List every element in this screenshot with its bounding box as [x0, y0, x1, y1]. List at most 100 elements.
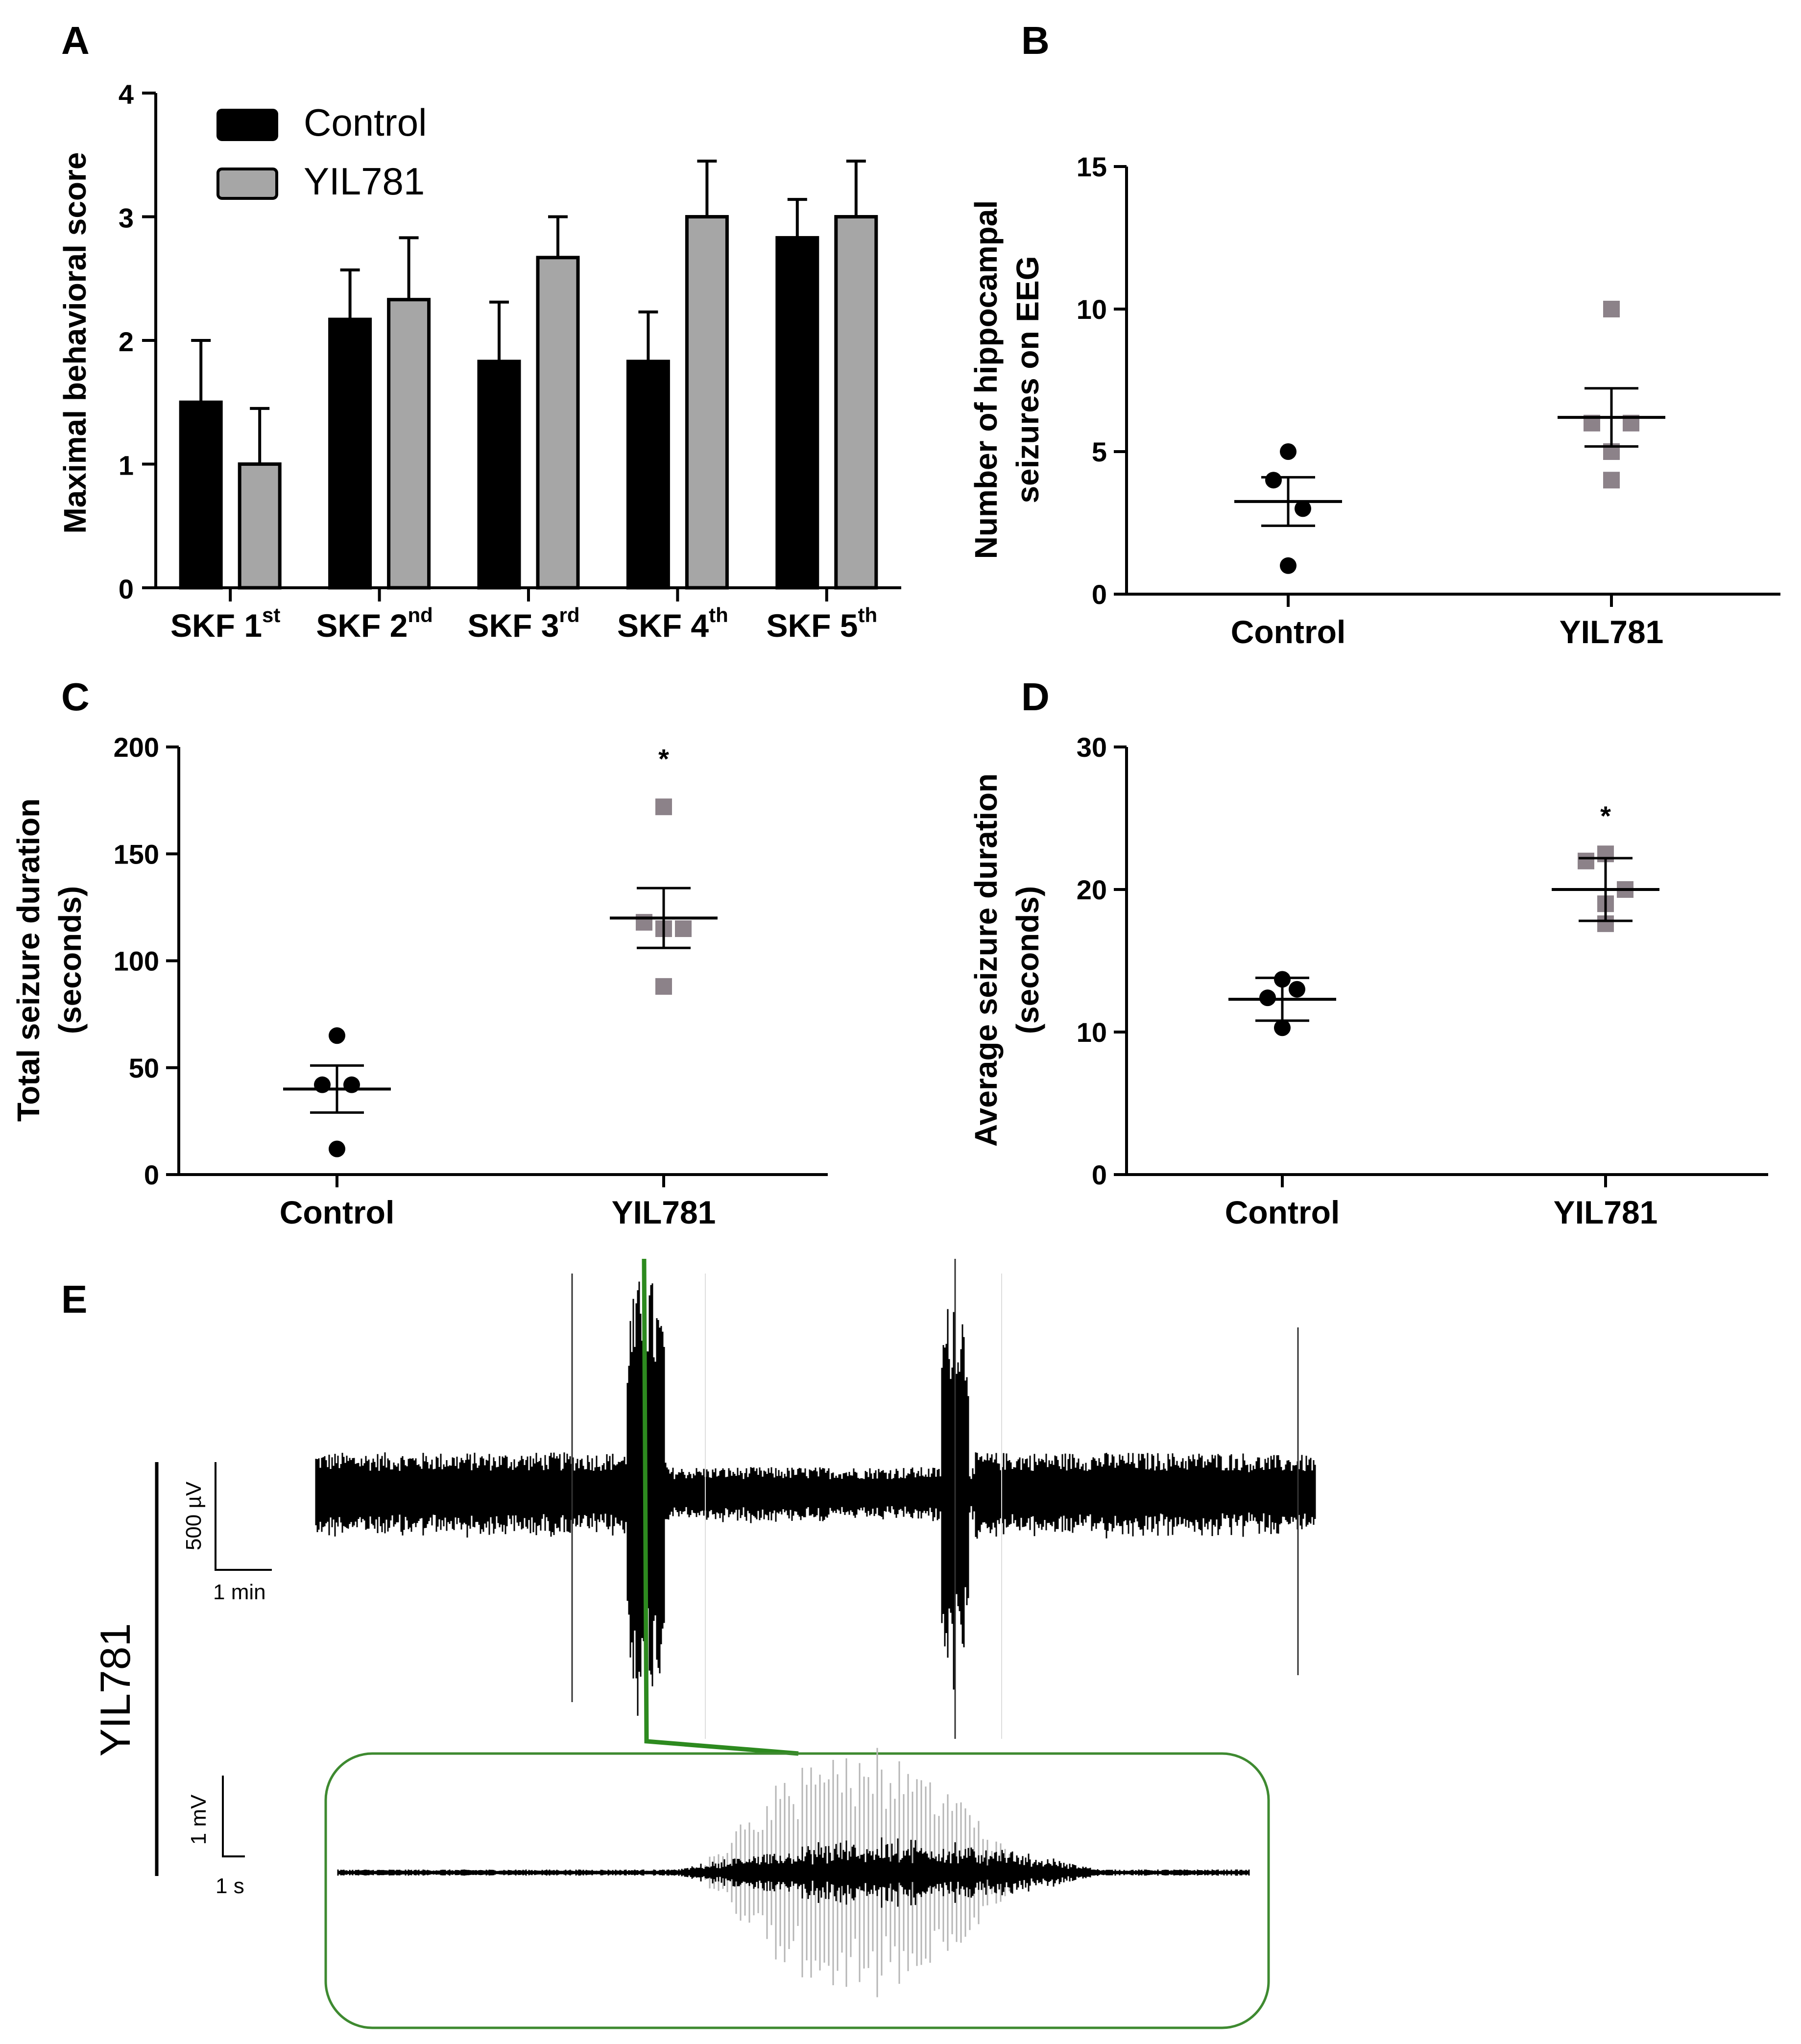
y-tick-label-d: 10 [1077, 1017, 1107, 1048]
y-tick-label-b: 0 [1092, 579, 1107, 610]
bar-control-2 [328, 317, 372, 590]
significance-star-d: * [1600, 800, 1611, 831]
bar-control-5 [775, 236, 819, 590]
legend-swatch-control [216, 109, 278, 141]
significance-star-c: * [658, 744, 669, 774]
x-category-label-b: Control [1231, 614, 1346, 650]
x-category-label-c: YIL781 [612, 1194, 716, 1230]
lower-scale-time: 1 s [216, 1874, 244, 1898]
eeg-trace-zoom [337, 1748, 1250, 1997]
data-point-b [1280, 443, 1297, 460]
y-tick-label-c: 0 [144, 1159, 159, 1190]
y-ticks-a: 0 1 2 3 4 [119, 79, 156, 604]
panel-letter-d: D [1021, 675, 1050, 719]
y-tick-label-c: 50 [129, 1053, 159, 1083]
x-category-label-a: SKF 3rd [467, 603, 579, 644]
category-base: SKF 1 [170, 607, 262, 644]
x-category-label-d: Control [1225, 1194, 1340, 1230]
x-category-label-c: Control [280, 1194, 395, 1230]
bar-yil781-2 [387, 298, 431, 590]
data-point-d [1289, 981, 1305, 998]
eeg-panel-e: YIL781 500 µV 1 min 1 mV 1 s [92, 1258, 1316, 2029]
eeg-trace-overview [315, 1259, 1316, 1741]
panel-letter-e: E [61, 1277, 87, 1321]
panel-letter-b: B [1021, 19, 1050, 62]
scatter-chart-b: 0 5 10 15 Number of hippocampal seizures on E… [968, 151, 1780, 650]
lower-scale-bar [222, 1776, 245, 1857]
y-axis-label-d-line: (seconds) [1010, 886, 1045, 1034]
trace-group-label: YIL781 [92, 1623, 139, 1757]
y-tick-label-b: 5 [1092, 436, 1107, 467]
bar-yil781-1 [238, 462, 282, 590]
category-superscript: st [262, 603, 280, 626]
y-tick-label-c: 200 [114, 732, 159, 763]
legend-swatch-yil781 [216, 168, 278, 200]
y-axis-label-d-line: Average seizure duration [968, 773, 1004, 1147]
y-axis-label-b-line: seizures on EEG [1010, 256, 1045, 503]
legend-a: Control YIL781 [216, 101, 427, 203]
data-point-c [329, 1027, 345, 1044]
panel-letter-c: C [61, 675, 90, 719]
y-tick-label-d: 0 [1092, 1159, 1107, 1190]
category-base: SKF 3 [467, 607, 559, 644]
category-superscript: rd [559, 603, 580, 626]
y-tick-label-b: 15 [1077, 151, 1107, 182]
y-axis-label-a: Maximal behavioral score [57, 152, 93, 533]
zoom-indicator [642, 1258, 799, 1756]
y-tick-label-b: 10 [1077, 294, 1107, 325]
data-point-b [1295, 500, 1311, 517]
legend-label-control: Control [304, 101, 427, 144]
zoom-inset-box [324, 1752, 1270, 2029]
data-point-c [675, 920, 692, 938]
bar-yil781-5 [834, 215, 878, 590]
bar-control-3 [477, 360, 521, 590]
x-category-label-a: SKF 1st [170, 603, 280, 644]
data-point-b [1603, 301, 1620, 317]
y-tick-label-d: 20 [1077, 874, 1107, 905]
data-point-c [343, 1076, 360, 1093]
upper-scale-bar [215, 1462, 272, 1571]
bar-yil781-3 [536, 256, 580, 590]
bar-yil781-4 [685, 215, 729, 590]
y-axis-label-b-line: Number of hippocampal [968, 200, 1004, 559]
y-axis-label-c-line: Total seizure duration [11, 798, 46, 1122]
data-point-d [1578, 852, 1594, 869]
data-point-b [1280, 557, 1297, 574]
scatter-chart-d: 0 10 20 30 Average seizure duration (seconds)… [968, 732, 1768, 1230]
legend-label-yil781: YIL781 [304, 160, 425, 203]
y-tick-label-a: 2 [119, 326, 134, 357]
upper-scale-voltage: 500 µV [182, 1481, 206, 1550]
x-category-label-b: YIL781 [1560, 614, 1664, 650]
eeg-trace-zoom-path [337, 1837, 1250, 1908]
category-superscript: th [709, 603, 728, 626]
data-point-b [1265, 472, 1282, 489]
y-tick-label-a: 1 [119, 450, 134, 481]
y-tick-label-a: 0 [119, 574, 134, 604]
x-category-label-a: SKF 5th [766, 603, 877, 644]
y-axis-label-c-line: (seconds) [52, 886, 88, 1034]
panel-letter-a: A [61, 19, 90, 62]
x-category-label-a: SKF 2nd [316, 603, 432, 644]
eeg-trace-overview-path [315, 1281, 1316, 1716]
category-superscript: nd [408, 603, 432, 626]
data-point-d [1274, 1019, 1291, 1036]
scatter-chart-c: 0 50 100 150 200 Total seizure duration (secon… [11, 732, 828, 1230]
category-superscript: th [858, 603, 877, 626]
x-category-label-d: YIL781 [1554, 1194, 1658, 1230]
y-tick-label-a: 4 [119, 79, 134, 110]
x-categories-a: SKF 1st SKF 2nd SKF 3rd SKF 4th SKF 5th [170, 603, 877, 644]
y-tick-label-c: 150 [114, 839, 159, 869]
x-category-label-a: SKF 4th [617, 603, 728, 644]
data-point-c [655, 798, 672, 816]
upper-scale-time: 1 min [213, 1580, 266, 1604]
data-point-c [314, 1076, 331, 1093]
category-base: SKF 4 [617, 607, 709, 644]
y-tick-label-c: 100 [114, 946, 159, 977]
bar-control-1 [179, 400, 223, 590]
lower-scale-voltage: 1 mV [187, 1794, 211, 1845]
data-point-b [1603, 472, 1620, 489]
data-point-c [655, 978, 672, 995]
category-base: SKF 2 [316, 607, 408, 644]
category-base: SKF 5 [766, 607, 858, 644]
